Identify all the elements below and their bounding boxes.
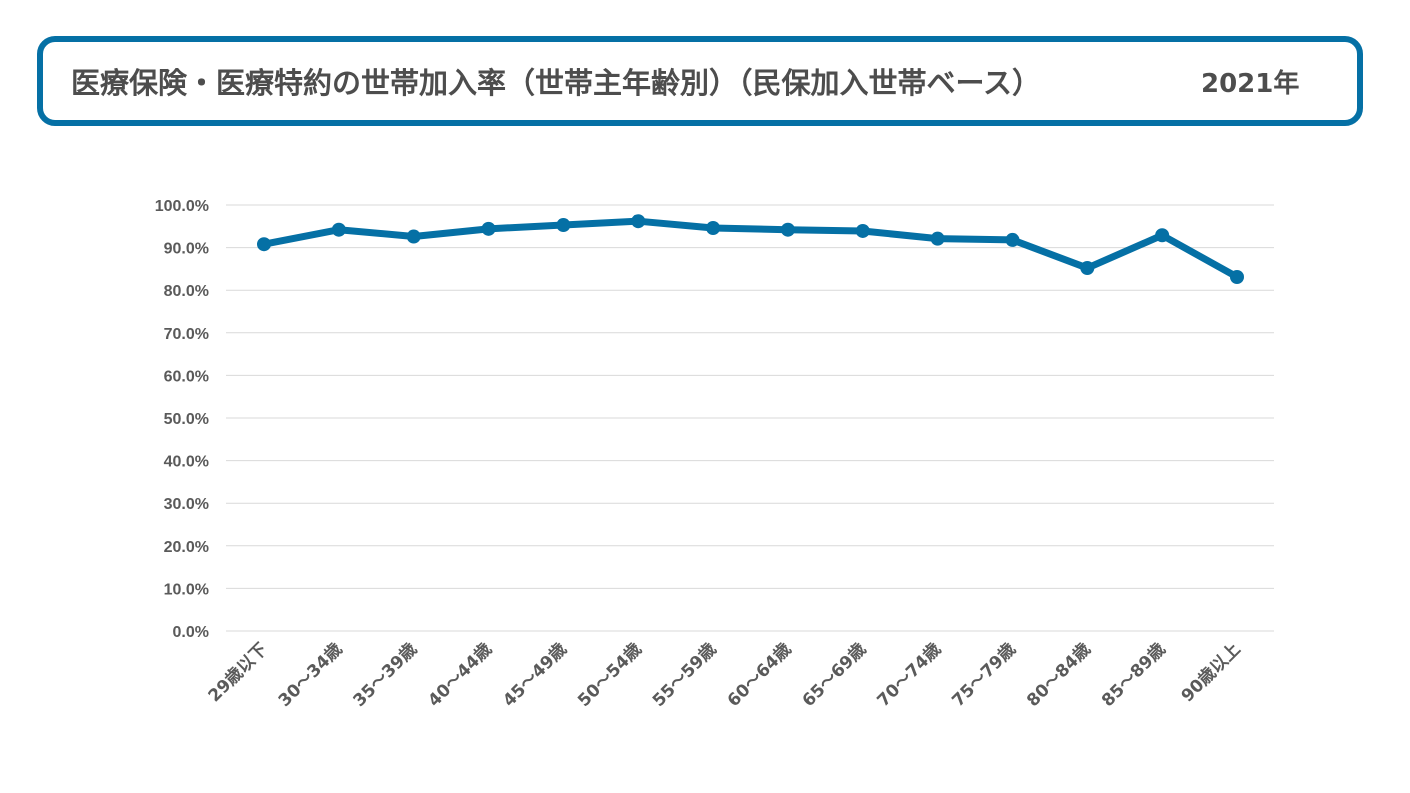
data-point (706, 221, 721, 236)
y-tick-label: 0.0% (173, 624, 209, 641)
x-tick-label: 55～59歳 (648, 639, 720, 711)
data-point (1080, 261, 1095, 276)
y-tick-label: 100.0% (155, 198, 209, 215)
y-tick-label: 10.0% (164, 581, 209, 598)
x-tick-label: 29歳以下 (204, 639, 272, 707)
y-tick-label: 30.0% (164, 496, 209, 513)
data-point (930, 231, 945, 246)
x-tick-label: 80～84歳 (1022, 639, 1094, 711)
data-point (1230, 269, 1244, 284)
data-point (481, 221, 496, 236)
x-tick-label: 90歳以上 (1177, 639, 1245, 707)
series-line-path (260, 217, 1241, 281)
chart-title: 医療保険・医療特約の世帯加入率（世帯主年齢別）（民保加入世帯ベース） (71, 66, 1042, 100)
series-line (260, 217, 1241, 281)
data-point (1005, 232, 1020, 247)
data-point (257, 237, 271, 252)
gridlines (226, 204, 1274, 632)
x-tick-label: 50～54歳 (573, 639, 645, 711)
x-tick-label: 45～49歳 (499, 639, 571, 711)
chart-title-box: 医療保険・医療特約の世帯加入率（世帯主年齢別）（民保加入世帯ベース） 2021年 (37, 36, 1363, 126)
x-tick-label: 30～34歳 (274, 639, 346, 711)
data-point (1155, 228, 1170, 243)
series-points (257, 214, 1244, 284)
data-point (780, 222, 795, 237)
data-point (556, 218, 571, 233)
x-axis-ticks: 29歳以下 30～34歳 35～39歳 40～44歳 45～49歳 50～54歳 55～59… (204, 639, 1245, 711)
x-tick-label: 60～64歳 (723, 639, 795, 711)
y-tick-label: 50.0% (164, 411, 209, 428)
x-tick-label: 65～69歳 (798, 639, 870, 711)
x-tick-label: 40～44歳 (424, 639, 496, 711)
data-point (631, 214, 646, 229)
y-tick-label: 80.0% (164, 283, 209, 300)
chart-year: 2021年 (1201, 69, 1300, 99)
y-tick-label: 40.0% (164, 454, 209, 471)
y-tick-label: 90.0% (164, 241, 209, 258)
x-tick-label: 75～79歳 (948, 639, 1020, 711)
y-tick-label: 60.0% (164, 368, 209, 385)
y-tick-label: 20.0% (164, 539, 209, 556)
data-point (331, 222, 346, 237)
y-tick-label: 70.0% (164, 326, 209, 343)
x-tick-label: 35～39歳 (349, 639, 421, 711)
data-point (855, 223, 870, 238)
x-tick-label: 85～89歳 (1097, 639, 1169, 711)
y-axis-ticks: 0.0% 10.0% 20.0% 30.0% 40.0% 50.0% 60.0% 70.0% 8… (155, 198, 209, 641)
x-tick-label: 70～74歳 (873, 639, 945, 711)
data-point (406, 229, 421, 244)
